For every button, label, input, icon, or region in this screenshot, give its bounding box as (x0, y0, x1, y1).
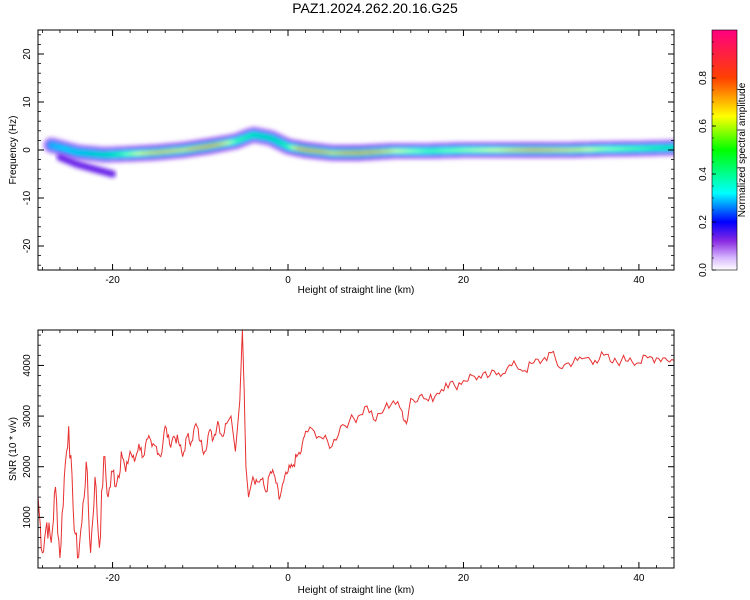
x-tick-label: 40 (633, 573, 645, 584)
spectrogram-panel: -20 0 20 40 -20 -10 0 10 20 Height of straight l… (8, 29, 675, 296)
spur-segment (91, 165, 117, 178)
y-tick-label: 10 (22, 96, 33, 108)
y-tick-label: 2000 (22, 455, 33, 478)
x-tick-label: 0 (285, 573, 291, 584)
snr-panel: -20 0 20 40 1000 2000 3000 4000 Height of strai… (8, 329, 675, 596)
x-tick-label: 20 (458, 275, 470, 286)
x-tick-label: -20 (105, 275, 120, 286)
snr-plot-area (38, 330, 674, 568)
y-tick-label: -10 (22, 190, 33, 205)
spectrogram-ticks: -20 0 20 40 -20 -10 0 10 20 (22, 30, 675, 286)
y-tick-label: 1000 (22, 506, 33, 529)
x-tick-label: -20 (105, 573, 120, 584)
spectrogram-ridge (43, 126, 674, 163)
y-tick-label: 4000 (22, 354, 33, 377)
snr-frame (37, 329, 675, 569)
colorbar-tick-label: 0.4 (698, 167, 709, 181)
colorbar-gradient (712, 30, 737, 270)
spectrogram-spur (56, 153, 117, 178)
colorbar-tick-label: 0.8 (698, 71, 709, 85)
colorbar: 0.0 0.2 0.4 0.6 0.8 Normalized spectral ampl… (698, 29, 748, 277)
colorbar-ticks: 0.0 0.2 0.4 0.6 0.8 (698, 41, 716, 277)
snr-y-axis-label: SNR (10 * v/v) (8, 417, 19, 481)
x-tick-label: 40 (633, 275, 645, 286)
snr-ticks: -20 0 20 40 1000 2000 3000 4000 (22, 330, 675, 584)
spectrogram-heatmap (43, 126, 674, 178)
y-tick-label: 0 (22, 147, 33, 153)
colorbar-tick-label: 0.2 (698, 215, 709, 229)
snr-x-axis-label: Height of straight line (km) (298, 585, 415, 596)
y-tick-label: 3000 (22, 405, 33, 428)
x-tick-label: 20 (458, 573, 470, 584)
x-tick-label: 0 (285, 275, 291, 286)
spectrogram-y-axis-label: Frequency (Hz) (8, 116, 19, 185)
colorbar-tick-label: 0.6 (698, 119, 709, 133)
snr-line (38, 330, 674, 559)
y-tick-label: 20 (22, 48, 33, 60)
colorbar-tick-label: 0.0 (698, 263, 709, 277)
colorbar-label: Normalized spectral amplitude (737, 82, 748, 217)
spectrogram-x-axis-label: Height of straight line (km) (298, 285, 415, 296)
snr-series (38, 330, 674, 559)
chart-title: PAZ1.2024.262.20.16.G25 (292, 0, 458, 16)
y-tick-label: -20 (22, 238, 33, 253)
